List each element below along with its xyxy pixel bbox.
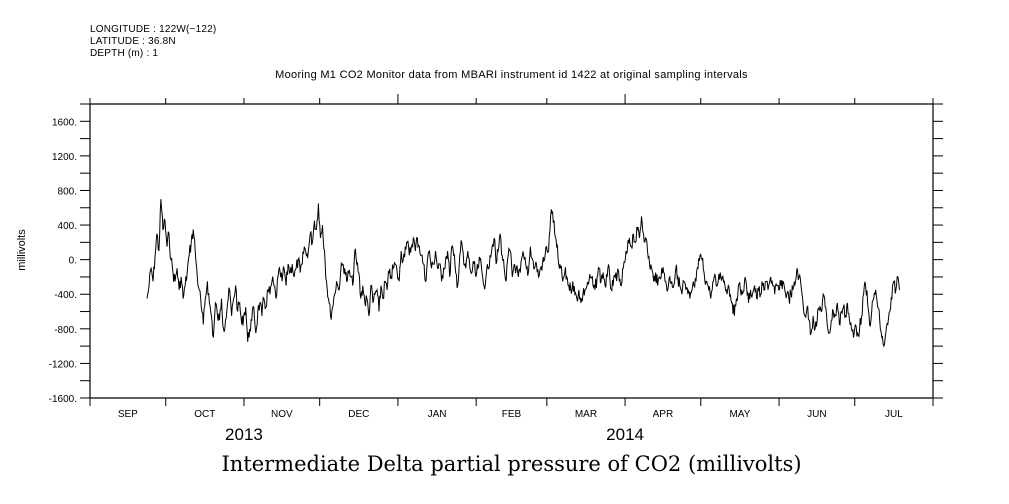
depth-label: DEPTH (m) : 1 bbox=[90, 48, 159, 59]
y-axis-label: millivolts bbox=[16, 229, 28, 271]
x-tick-label: SEP bbox=[118, 409, 138, 420]
x-tick-label: DEC bbox=[348, 409, 369, 420]
y-tick-label: -1600. bbox=[49, 394, 77, 405]
ticks-layer: -1600. -1200. -800. -400. 0. 400. 800. 1200. 160… bbox=[49, 94, 943, 444]
x-tick-label: JAN bbox=[428, 409, 447, 420]
y-tick-label: 800. bbox=[58, 186, 77, 197]
latitude-label: LATITUDE : 36.8N bbox=[90, 36, 176, 47]
chart-subtitle: Mooring M1 CO2 Monitor data from MBARI i… bbox=[275, 69, 748, 81]
x-tick-label: JUL bbox=[885, 409, 903, 420]
x-tick-label: APR bbox=[653, 409, 674, 420]
x-tick-label: FEB bbox=[502, 409, 522, 420]
x-tick-label: NOV bbox=[271, 409, 293, 420]
y-tick-label: 1600. bbox=[52, 117, 77, 128]
x-tick-label: MAR bbox=[575, 409, 597, 420]
x-tick-label: OCT bbox=[194, 409, 215, 420]
axes-group bbox=[89, 103, 934, 399]
y-tick-label: 0. bbox=[69, 256, 77, 267]
year-label: 2014 bbox=[606, 425, 644, 444]
series-layer bbox=[146, 199, 901, 348]
y-tick-label: -400. bbox=[54, 290, 77, 301]
chart-title: Intermediate Delta partial pressure of C… bbox=[221, 452, 802, 476]
y-tick-label: 400. bbox=[58, 221, 77, 232]
y-tick-label: 1200. bbox=[52, 152, 77, 163]
x-tick-label: JUN bbox=[807, 409, 826, 420]
y-tick-label: -800. bbox=[54, 325, 77, 336]
longitude-label: LONGITUDE : 122W(−122) bbox=[90, 24, 217, 35]
year-label: 2013 bbox=[225, 425, 263, 444]
x-tick-label: MAY bbox=[729, 409, 750, 420]
series-line bbox=[146, 199, 901, 348]
y-tick-label: -1200. bbox=[49, 359, 77, 370]
